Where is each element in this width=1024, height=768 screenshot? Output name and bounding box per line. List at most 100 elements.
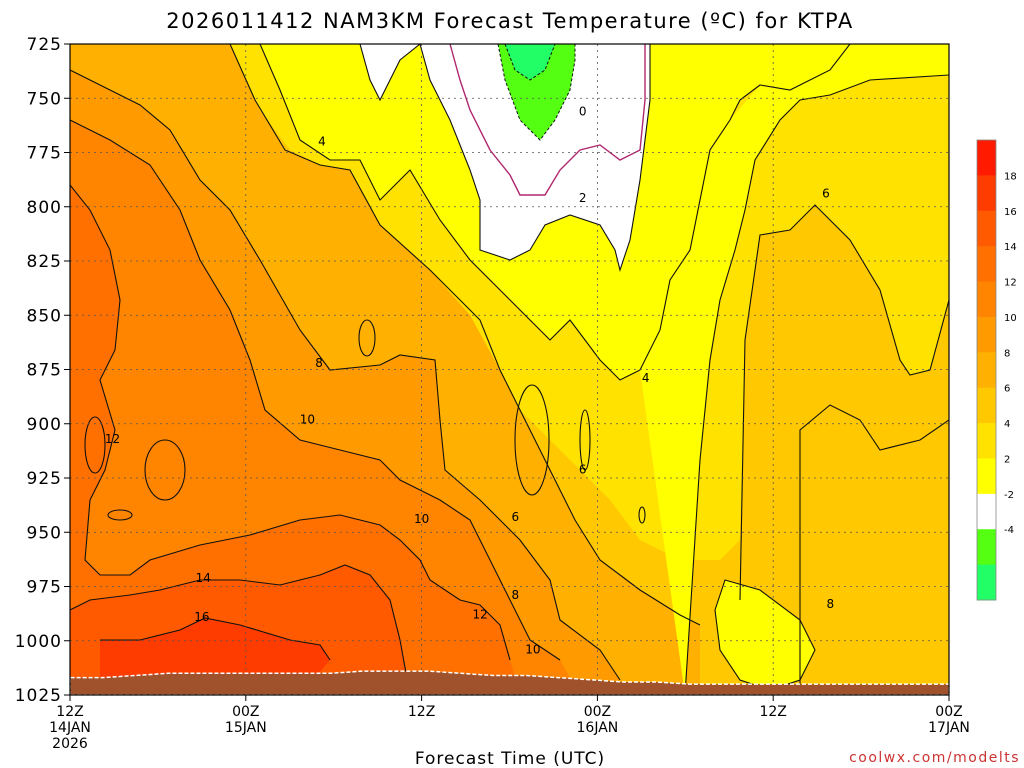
colorbar-swatch <box>977 316 996 353</box>
isotherm-ring-5 <box>144 439 186 501</box>
isotherm-4 <box>229 44 701 626</box>
y-tick-label: 925 <box>27 469 62 489</box>
y-tick-label: 1000 <box>15 632 62 652</box>
contour-label: 14 <box>196 571 211 585</box>
x-tick-label: 12Z <box>759 704 786 720</box>
isotherm-ring-2 <box>514 384 550 496</box>
band-2-to-0-east <box>640 44 949 695</box>
colorbar-swatch <box>977 281 996 318</box>
isotherm-ring-6 <box>107 509 133 521</box>
isotherm-ring-1 <box>358 319 376 357</box>
contour-label: 8 <box>512 588 520 602</box>
colorbar-label: 16 <box>1004 207 1017 218</box>
contour-label: 4 <box>318 135 326 149</box>
contour-label: 12 <box>473 608 488 622</box>
contour-label: 8 <box>827 597 835 611</box>
x-tick-label: 16JAN <box>577 720 619 736</box>
isotherm-10 <box>70 184 511 661</box>
colorbar-swatch <box>977 529 996 566</box>
colorbar-label: 6 <box>1004 384 1010 395</box>
colorbar-swatch <box>977 210 996 247</box>
y-tick-label: 875 <box>27 361 62 381</box>
y-tick-label: 775 <box>27 144 62 164</box>
x-tick-label: 00Z <box>935 704 962 720</box>
band-0-to-neg2 <box>360 44 420 100</box>
y-tick-label: 825 <box>27 252 62 272</box>
colorbar-swatch <box>977 564 996 601</box>
isotherm-6-east <box>739 204 949 601</box>
colorbar-swatch <box>977 175 996 212</box>
contour-label: 6 <box>579 462 587 476</box>
contour-label: 12 <box>105 432 120 446</box>
x-tick-label: 15JAN <box>225 720 267 736</box>
y-tick-label: 800 <box>27 198 62 218</box>
contour-label: 10 <box>525 642 540 656</box>
colorbar-label: 10 <box>1004 313 1017 324</box>
colorbar-swatch <box>977 423 996 459</box>
y-tick-label: 750 <box>27 89 62 109</box>
isotherm-ring-4 <box>84 416 106 474</box>
isotherm-neg4 <box>504 44 556 81</box>
colorbar-label: -2 <box>1004 490 1014 501</box>
x-tick-label: 2026 <box>52 736 88 752</box>
isotherm-ring-7 <box>638 506 646 524</box>
x-tick-label: 00Z <box>584 704 611 720</box>
colorbar-swatch <box>977 458 996 495</box>
band-le-neg4 <box>505 44 555 80</box>
colorbar-label: 18 <box>1004 171 1017 182</box>
colorbar-label: 2 <box>1004 454 1010 465</box>
y-tick-label: 950 <box>27 523 62 543</box>
band-2-to-0-low <box>715 580 815 690</box>
colorbar-label: -4 <box>1004 525 1014 536</box>
isotherm-0 <box>449 44 646 196</box>
isotherm-8 <box>70 119 561 661</box>
contour-label: 0 <box>579 104 587 118</box>
colorbar-swatch <box>977 140 996 176</box>
y-tick-label: 725 <box>27 35 62 55</box>
isotherm-14 <box>100 617 331 661</box>
isotherm-ring-3 <box>579 409 591 471</box>
contour-label: 6 <box>822 187 830 201</box>
isotherm-6 <box>70 69 621 681</box>
chart-title: 2026011412 NAM3KM Forecast Temperature (… <box>166 9 853 33</box>
isotherm-4-east <box>684 74 949 695</box>
colorbar-legend: 18 16 14 12 10 8 6 4 2 -2 -4 <box>976 139 1017 601</box>
grid-lines <box>70 44 949 695</box>
x-tick-label: 12Z <box>56 704 83 720</box>
contour-label: 8 <box>315 356 323 370</box>
isotherm-12 <box>70 564 411 695</box>
isotherm-2 <box>259 44 851 381</box>
y-tick-label: 850 <box>27 306 62 326</box>
contour-label: 10 <box>300 412 315 426</box>
band-ge-4-fill <box>740 205 949 695</box>
contour-labels: 0 2 4 4 6 6 6 8 8 8 10 10 10 12 12 14 16 <box>105 104 834 656</box>
band-0-to-neg2-main <box>420 44 650 270</box>
isotherm-2-main <box>419 44 651 272</box>
surface-terrain <box>70 670 949 695</box>
x-tick-label: 12Z <box>408 704 435 720</box>
plot-area: 0 2 4 4 6 6 6 8 8 8 10 10 10 12 12 14 16 <box>70 44 949 695</box>
colorbar-swatch <box>977 387 996 424</box>
isotherm-neg2 <box>497 44 576 141</box>
colorbar-label: 14 <box>1004 242 1017 253</box>
isotherm-2-upper <box>359 44 421 102</box>
colorbar-label: 12 <box>1004 278 1017 289</box>
y-axis: 725 750 775 800 825 850 875 900 925 950 975 1000 102… <box>15 35 70 706</box>
colorbar-swatch <box>977 246 996 283</box>
contour-label: 6 <box>512 510 520 524</box>
contour-label: 4 <box>642 371 650 385</box>
colorbar-label: 8 <box>1004 348 1010 359</box>
isotherm-8-east <box>799 404 949 695</box>
x-tick-label: 00Z <box>232 704 259 720</box>
colorbar-swatch <box>977 493 996 530</box>
colorbar-label: 4 <box>1004 419 1010 430</box>
colorbar-swatch <box>977 352 996 389</box>
x-axis-title: Forecast Time (UTC) <box>415 749 605 768</box>
contour-label: 16 <box>194 610 209 624</box>
contour-label: 10 <box>414 512 429 526</box>
band-ge-12 <box>70 185 520 695</box>
y-tick-label: 900 <box>27 415 62 435</box>
credit-text: coolwx.com/modelts <box>849 750 1020 766</box>
